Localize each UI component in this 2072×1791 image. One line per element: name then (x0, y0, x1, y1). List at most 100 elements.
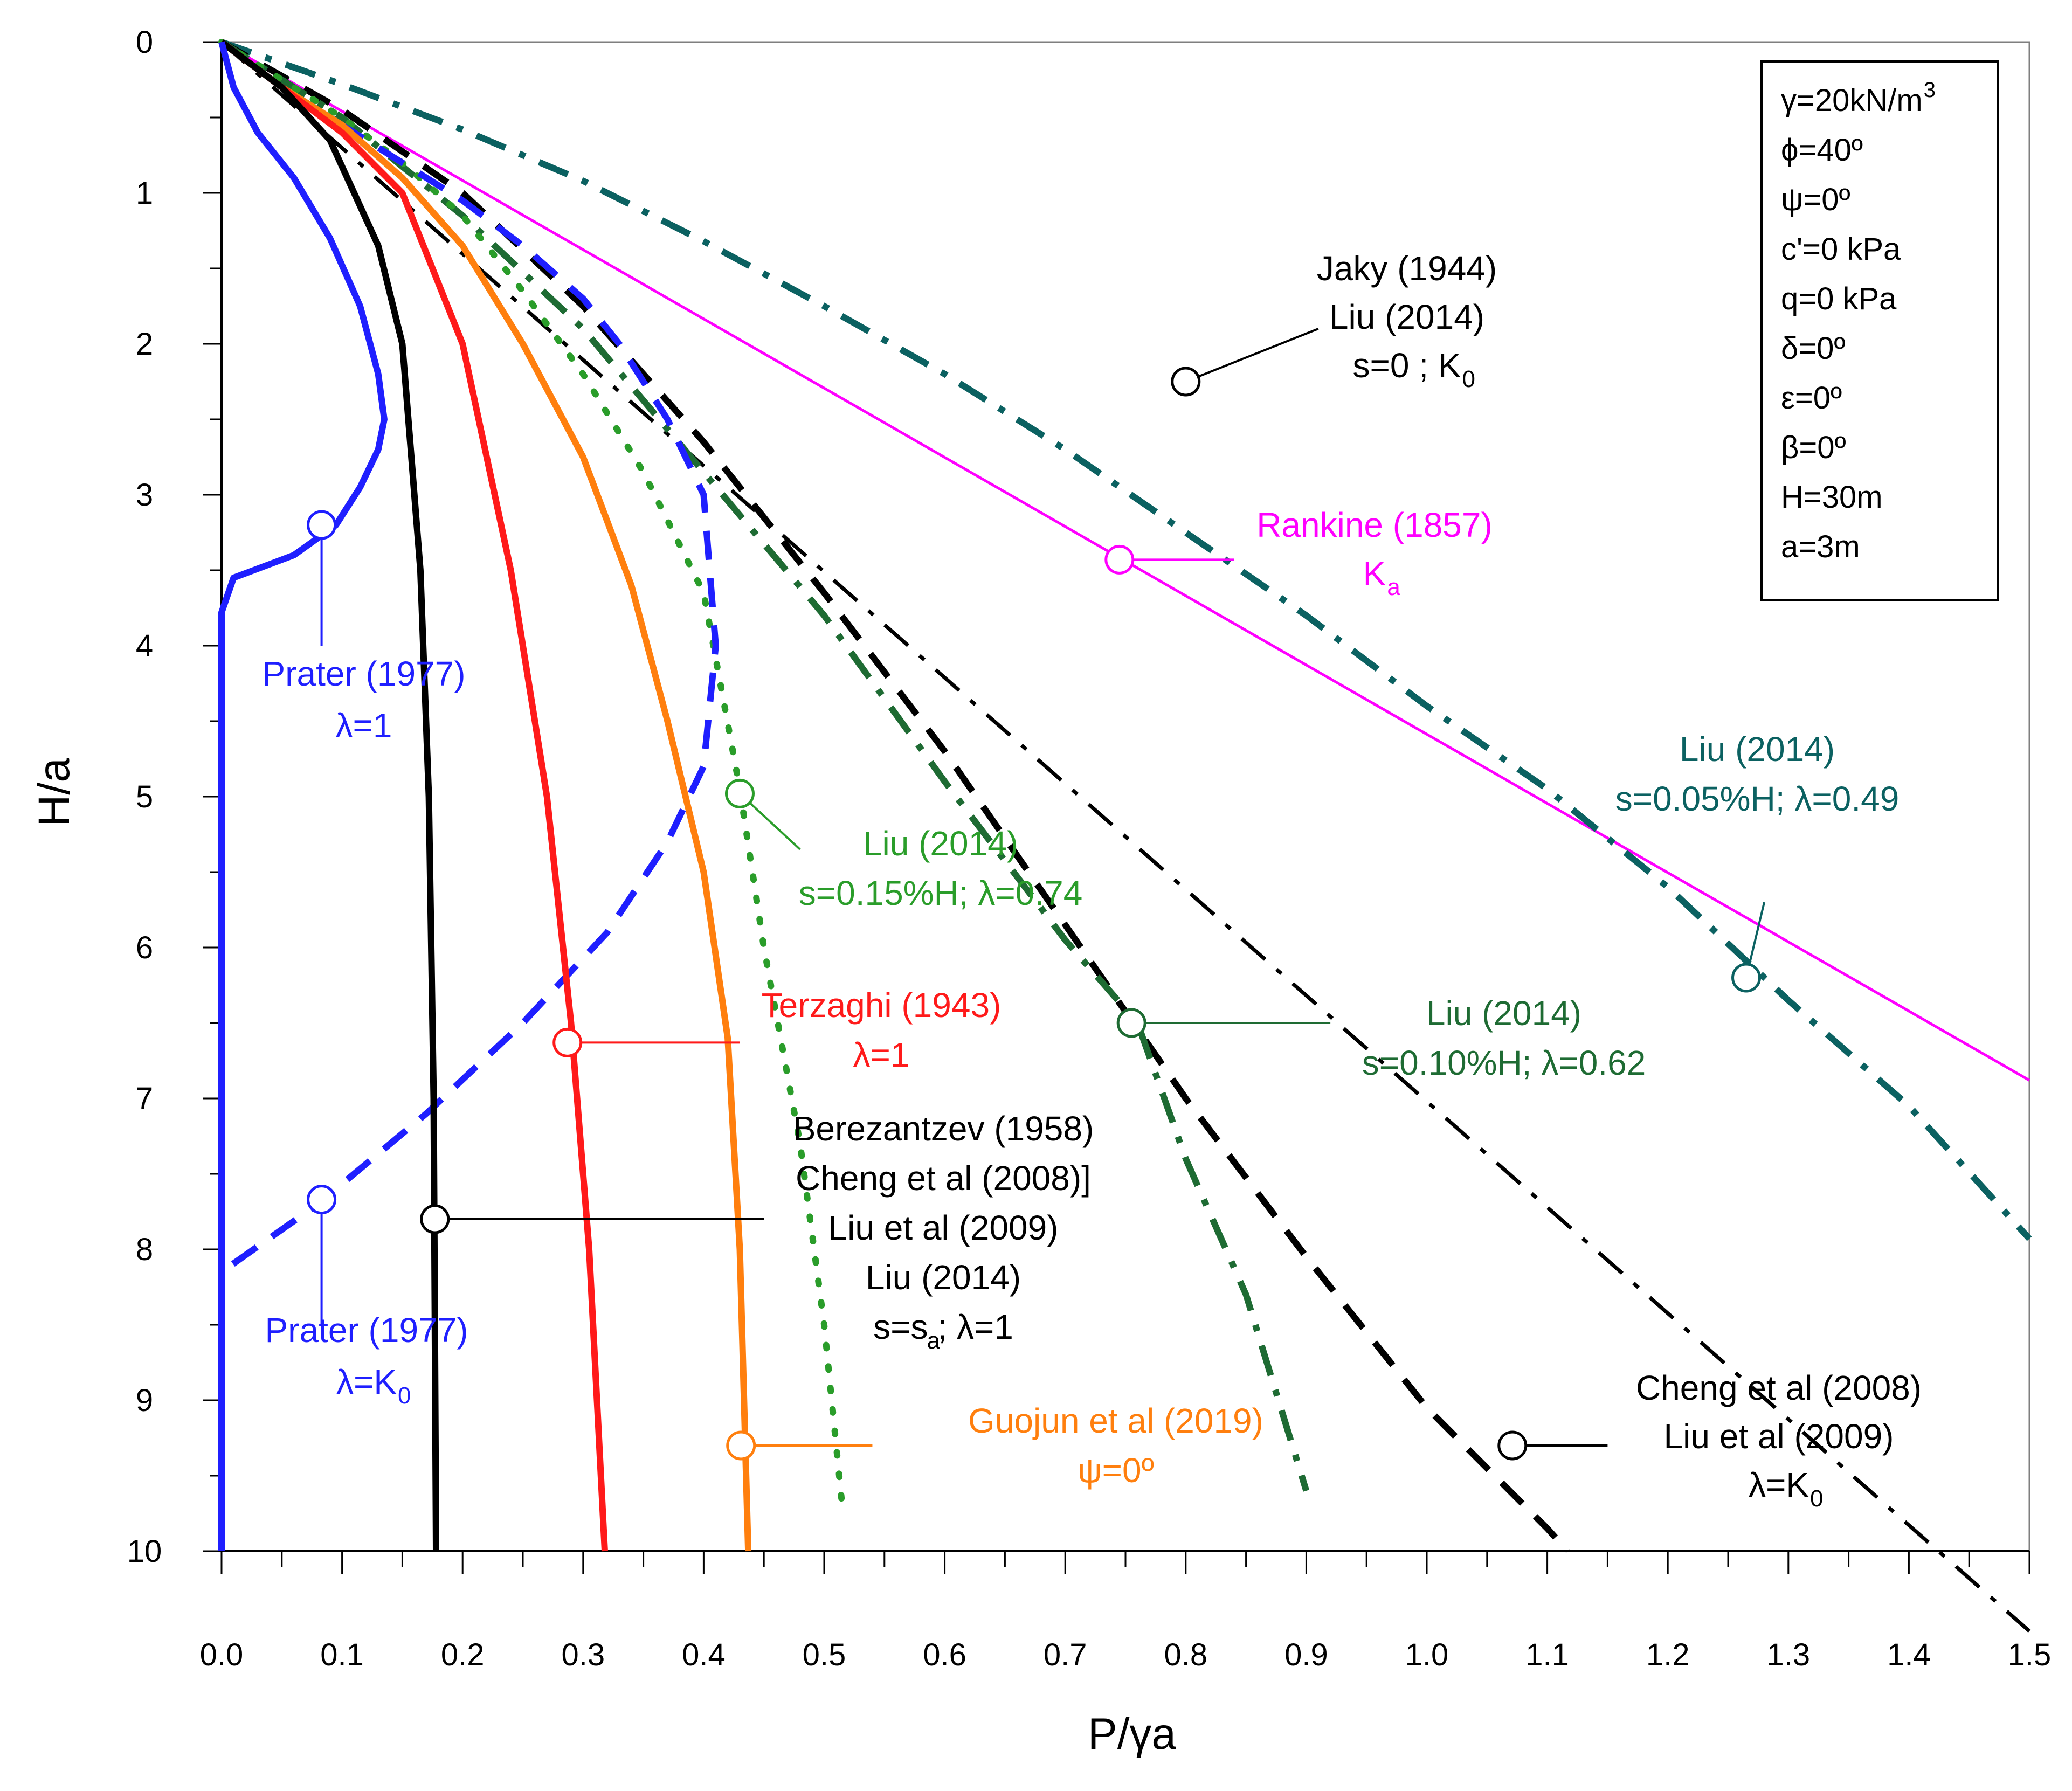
x-tick-label: 1.5 (2008, 1637, 2052, 1672)
x-tick-label: 1.1 (1525, 1637, 1569, 1672)
x-tick-label: 0.0 (200, 1637, 244, 1672)
annotation-text-line: Rankine (1857) (1256, 506, 1493, 544)
annotation-marker (1171, 367, 1201, 397)
series-line-7 (219, 39, 752, 1552)
annotation-marker (726, 1430, 756, 1461)
annotation-subscript: a (1387, 574, 1400, 600)
series-group (218, 39, 2032, 1633)
annotation-marker (552, 1027, 583, 1057)
series-line-9 (219, 39, 439, 1552)
y-tick-label: 1 (136, 176, 153, 211)
parameter-line: ϕ=40º (1781, 133, 1863, 168)
annotation-leader-line (1185, 328, 1319, 383)
parameter-line: a=3m (1781, 529, 1860, 564)
annotation-5: Terzaghi (1943) λ=1 (552, 986, 1002, 1074)
parameters-frame (1760, 60, 1999, 601)
annotation-text-line: Cheng et al (2008)] (796, 1159, 1091, 1198)
annotation-text-line: λ=K (336, 1363, 397, 1401)
x-tick-label: 0.8 (1164, 1637, 1207, 1672)
parameter-line: δ=0º (1781, 331, 1846, 366)
annotation-marker (1104, 544, 1135, 575)
x-tick-label: 0.6 (923, 1637, 966, 1672)
annotation-text-line: Jaky (1944) (1317, 249, 1497, 288)
x-tick-label: 1.2 (1646, 1637, 1690, 1672)
annotation-marker (1731, 963, 1762, 993)
annotation-text-line: λ=1 (853, 1035, 910, 1074)
parameter-line: γ=20kN/m (1781, 83, 1923, 118)
parameter-superscript: 3 (1924, 78, 1936, 102)
annotation-9: Prater (1977) λ=1 (262, 510, 466, 745)
annotation-subscript: 0 (1810, 1485, 1823, 1512)
annotation-marker (1497, 1430, 1528, 1461)
annotation-marker (307, 510, 337, 540)
annotation-text-line: Terzaghi (1943) (762, 986, 1002, 1025)
annotation-text-line: Liu (2014) (1680, 730, 1835, 769)
annotation-subscript: 0 (398, 1382, 411, 1409)
parameter-line: c'=0 kPa (1781, 232, 1901, 267)
y-tick-label: 7 (136, 1081, 153, 1116)
x-tick-label: 0.2 (441, 1637, 485, 1672)
y-tick-label: 5 (136, 779, 153, 814)
annotation-text-line: s=s ; λ=1 (873, 1308, 1013, 1346)
annotation-text-line: Liu (2014) (863, 824, 1018, 863)
parameter-line: β=0º (1781, 430, 1846, 465)
series-line-0 (220, 40, 2031, 1633)
x-tick-label: 0.5 (803, 1637, 846, 1672)
annotation-marker (307, 1185, 337, 1215)
series-line-2 (220, 39, 2032, 1241)
y-tick-label: 3 (136, 478, 153, 513)
parameter-line: ε=0º (1781, 381, 1842, 416)
parameter-line: H=30m (1781, 480, 1883, 515)
x-tick-label: 0.3 (561, 1637, 605, 1672)
annotation-text-line: Guojun et al (2019) (968, 1401, 1263, 1440)
annotation-text-line: Berezantzev (1958) (793, 1109, 1094, 1148)
y-axis-title: H/a (30, 758, 79, 827)
annotation-6: Berezantzev (1958) Cheng et al (2008)] Liu… (420, 1109, 1094, 1354)
x-tick-label: 0.4 (682, 1637, 726, 1672)
annotation-text-line: s=0.05%H; λ=0.49 (1615, 779, 1900, 818)
x-tick-label: 1.4 (1887, 1637, 1931, 1672)
annotation-text-line: K (1363, 554, 1386, 593)
annotation-3: Liu (2014) s=0.15%H; λ=0.74 (724, 778, 1083, 912)
annotation-text-line: s=0.15%H; λ=0.74 (799, 874, 1083, 912)
annotation-text-line: Liu et al (2009) (1664, 1417, 1894, 1456)
annotation-10: Prater (1977) λ=K 0 (265, 1185, 468, 1409)
annotation-text-line: Liu et al (2009) (828, 1208, 1059, 1247)
y-tick-label: 2 (136, 327, 153, 362)
series-line-4 (219, 39, 1310, 1492)
annotation-text-line: Cheng et al (2008) (1636, 1368, 1922, 1407)
y-tick-label: 6 (136, 930, 153, 965)
y-tick-label: 4 (136, 628, 153, 663)
y-tick-label: 10 (127, 1534, 162, 1569)
annotation-text-line: Prater (1977) (265, 1311, 468, 1350)
annotation-1: Rankine (1857) K a (1104, 506, 1493, 600)
series-line-6 (219, 39, 719, 1275)
annotation-text-line: Liu (2014) (1329, 298, 1484, 336)
series-line-10 (218, 41, 388, 1551)
annotation-8: Cheng et al (2008) Liu et al (2009) λ=K 0 (1497, 1368, 1922, 1512)
parameter-line: ψ=0º (1781, 182, 1850, 217)
annotation-marker (724, 778, 755, 808)
annotation-text-line: s=0.10%H; λ=0.62 (1362, 1043, 1646, 1082)
annotation-subscript: 0 (1462, 366, 1475, 392)
annotation-2: Liu (2014) s=0.05%H; λ=0.49 (1615, 730, 1900, 993)
x-axis-title: P/γa (1088, 1710, 1176, 1759)
annotation-marker (420, 1204, 450, 1234)
annotation-text-line: s=0 ; K (1353, 346, 1461, 385)
annotation-7: Guojun et al (2019) ψ=0º (726, 1401, 1263, 1490)
parameter-line: q=0 kPa (1781, 281, 1897, 316)
annotation-marker (1116, 1008, 1146, 1038)
y-tick-label: 9 (136, 1383, 153, 1418)
annotation-text-line: λ=1 (336, 706, 392, 745)
annotation-text-line: ψ=0º (1078, 1451, 1154, 1490)
annotation-text-line: Prater (1977) (262, 654, 465, 693)
annotation-subscript: a (927, 1327, 941, 1354)
annotation-text-line: Liu (2014) (866, 1258, 1021, 1297)
parameters-box: γ=20kN/m 3 ϕ=40º ψ=0º c'=0 kPa q=0 kPa δ=0º ε=0… (1760, 60, 1999, 601)
x-tick-label: 0.7 (1044, 1637, 1087, 1672)
annotation-text-line: λ=K (1749, 1465, 1809, 1504)
